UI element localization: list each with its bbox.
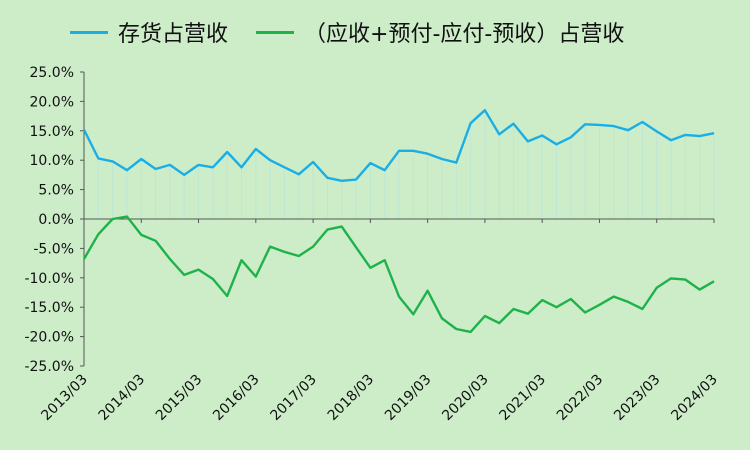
legend-item-working-capital: （应收+预付-应付-预收）占营收 [256, 16, 624, 48]
series-line-inventory [82, 108, 715, 183]
legend-swatch-inventory [70, 30, 108, 34]
y-tick-label: 0.0% [38, 212, 74, 228]
x-tick-label: 2015/03 [153, 372, 205, 424]
x-tick-label: 2014/03 [96, 372, 148, 424]
series-line-working-capital [82, 215, 715, 334]
y-tick-label: 10.0% [30, 153, 74, 169]
x-tick-label: 2020/03 [439, 372, 491, 424]
y-tick-label: -15.0% [24, 300, 74, 316]
legend-label-inventory: 存货占营收 [118, 22, 229, 47]
legend-item-inventory: 存货占营收 [70, 16, 228, 48]
y-tick-label: -25.0% [24, 359, 74, 375]
x-tick-label: 2022/03 [554, 372, 606, 424]
y-tick-label: -20.0% [24, 330, 74, 346]
y-tick-label: 20.0% [30, 94, 74, 110]
y-tick-label: -10.0% [24, 271, 74, 287]
x-tick-label: 2021/03 [497, 372, 549, 424]
y-tick-label: 15.0% [30, 124, 74, 140]
legend-label-working-capital: （应收+预付-应付-预收）占营收 [304, 22, 625, 47]
x-tick-label: 2018/03 [325, 372, 377, 424]
y-tick-label: 5.0% [38, 183, 74, 199]
x-tick-label: 2016/03 [210, 372, 262, 424]
x-tick-label: 2024/03 [668, 372, 720, 424]
legend-swatch-working-capital [256, 30, 295, 34]
x-tick-label: 2023/03 [611, 372, 663, 424]
x-tick-label: 2019/03 [382, 372, 434, 424]
x-tick-label: 2017/03 [267, 372, 319, 424]
x-tick-label: 2013/03 [38, 372, 90, 424]
y-tick-label: 25.0% [30, 65, 74, 81]
y-tick-label: -5.0% [33, 241, 74, 257]
chart-legend: 存货占营收 （应收+预付-应付-预收）占营收 [70, 16, 740, 48]
